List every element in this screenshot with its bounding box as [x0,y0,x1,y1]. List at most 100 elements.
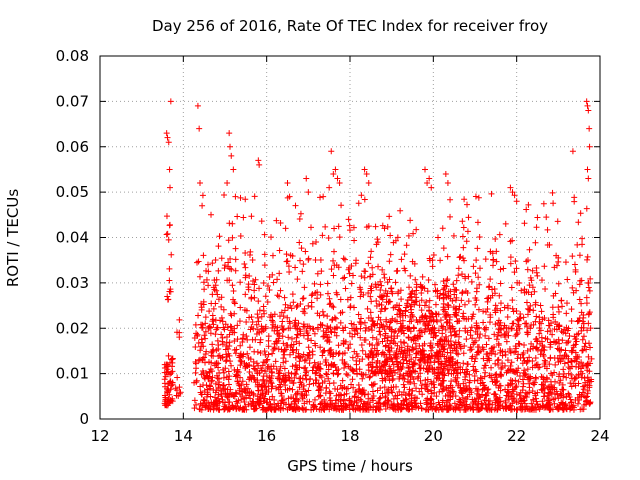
data-point [472,301,479,308]
data-point [477,394,484,401]
data-point [507,238,514,245]
data-point [279,375,286,382]
data-point [254,349,261,356]
data-point [361,337,368,344]
data-point [409,313,416,320]
data-point [533,264,540,271]
data-point [585,279,592,286]
data-point [256,285,263,292]
data-point [578,393,585,400]
data-point [459,394,466,401]
data-point [261,310,268,317]
data-point [459,290,466,297]
data-point [477,405,484,412]
data-point [333,392,340,399]
y-tick-label: 0.02 [56,319,89,337]
data-point [386,258,393,265]
data-point [497,398,504,405]
data-point [556,322,563,329]
data-point [254,314,261,321]
data-point [332,315,339,322]
data-point [452,297,459,304]
data-point [395,288,402,295]
data-point [315,393,322,400]
data-point [578,374,585,381]
data-point [257,350,264,357]
data-point [382,332,389,339]
data-point [348,381,355,388]
data-point [426,362,433,369]
data-point [575,372,582,379]
data-point [367,373,374,380]
x-tick-label: 24 [590,427,609,445]
data-point [482,256,489,263]
data-point [520,383,527,390]
data-point [565,359,572,366]
data-point [234,322,241,329]
data-point [328,361,335,368]
data-point [507,393,514,400]
data-point [431,366,438,373]
data-point [297,301,304,308]
data-point [365,354,372,361]
data-point [492,235,499,242]
data-point [434,350,441,357]
data-point [494,406,501,413]
data-point [369,354,376,361]
data-point [410,337,417,344]
data-point [210,321,217,328]
data-point [509,297,516,304]
data-point [550,200,557,207]
data-point [530,307,537,314]
data-point [569,148,576,155]
data-point [547,355,554,362]
data-point [452,339,459,346]
data-point [431,359,438,366]
data-point [437,257,444,264]
data-point [447,213,454,220]
data-point [495,356,502,363]
data-point [394,395,401,402]
data-point [219,341,226,348]
data-point [454,374,461,381]
data-point [579,318,586,325]
data-point [551,400,558,407]
data-point [571,333,578,340]
data-point [231,338,238,345]
data-point [568,347,575,354]
data-point [218,388,225,395]
data-point [253,330,260,337]
data-point [374,387,381,394]
data-point [520,314,527,321]
data-point [393,268,400,275]
data-point [585,107,592,114]
data-point [295,397,302,404]
data-point [312,257,319,264]
data-point [413,226,420,233]
data-point [285,263,292,270]
data-point [512,377,519,384]
data-point [564,276,571,283]
data-point [264,356,271,363]
data-point [301,305,308,312]
data-point [329,316,336,323]
data-point [465,273,472,280]
data-point [494,332,501,339]
data-point [403,242,410,249]
data-point [294,390,301,397]
data-point [408,403,415,410]
data-point [166,265,173,272]
data-point [440,245,447,252]
data-point [509,189,516,196]
data-point [240,214,247,221]
data-point [563,324,570,331]
data-point [410,376,417,383]
data-point [194,102,201,109]
data-point [314,270,321,277]
data-point [201,388,208,395]
data-point [540,382,547,389]
data-point [530,343,537,350]
data-point [331,248,338,255]
data-point [541,315,548,322]
x-tick-label: 14 [174,427,193,445]
